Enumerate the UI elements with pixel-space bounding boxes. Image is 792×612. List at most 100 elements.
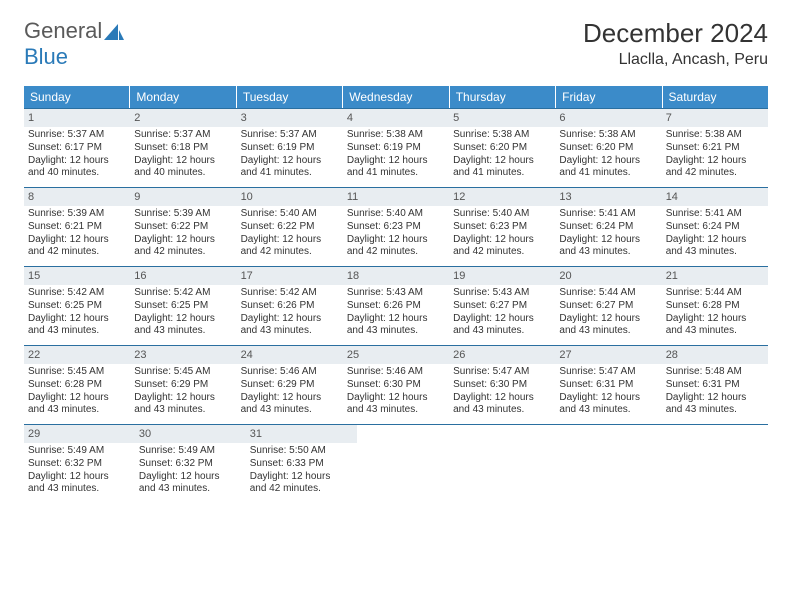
day-info-line: Sunrise: 5:42 AM bbox=[28, 287, 126, 300]
day-info-line: Daylight: 12 hours bbox=[134, 234, 232, 247]
day-info-line: Sunset: 6:32 PM bbox=[139, 458, 242, 471]
weekday-header: Sunday bbox=[24, 86, 130, 108]
day-number: 27 bbox=[555, 346, 661, 364]
day-cell: 3Sunrise: 5:37 AMSunset: 6:19 PMDaylight… bbox=[237, 109, 343, 187]
day-info-line: Daylight: 12 hours bbox=[28, 392, 126, 405]
day-number: 12 bbox=[449, 188, 555, 206]
day-info-line: Sunset: 6:27 PM bbox=[559, 300, 657, 313]
day-info-line: Daylight: 12 hours bbox=[666, 313, 764, 326]
day-info-line: and 43 minutes. bbox=[134, 325, 232, 338]
day-info-line: Sunset: 6:21 PM bbox=[28, 221, 126, 234]
day-number: 24 bbox=[237, 346, 343, 364]
day-info-line: and 42 minutes. bbox=[347, 246, 445, 259]
day-info-line: and 42 minutes. bbox=[453, 246, 551, 259]
location: Llaclla, Ancash, Peru bbox=[583, 51, 768, 69]
day-cell: 14Sunrise: 5:41 AMSunset: 6:24 PMDayligh… bbox=[662, 188, 768, 266]
day-number: 25 bbox=[343, 346, 449, 364]
day-cell: 20Sunrise: 5:44 AMSunset: 6:27 PMDayligh… bbox=[555, 267, 661, 345]
logo-sail-icon bbox=[104, 24, 124, 40]
day-info-line: Daylight: 12 hours bbox=[666, 155, 764, 168]
logo: General Blue bbox=[24, 18, 124, 70]
day-info-line: and 42 minutes. bbox=[134, 246, 232, 259]
day-info-line: Daylight: 12 hours bbox=[559, 155, 657, 168]
day-info-line: Sunset: 6:30 PM bbox=[453, 379, 551, 392]
day-number: 29 bbox=[24, 425, 135, 443]
day-cell: 2Sunrise: 5:37 AMSunset: 6:18 PMDaylight… bbox=[130, 109, 236, 187]
day-info-line: Daylight: 12 hours bbox=[241, 392, 339, 405]
day-info-line: and 43 minutes. bbox=[559, 325, 657, 338]
day-info-line: Sunset: 6:26 PM bbox=[347, 300, 445, 313]
day-info-line: Sunrise: 5:45 AM bbox=[134, 366, 232, 379]
day-cell: 17Sunrise: 5:42 AMSunset: 6:26 PMDayligh… bbox=[237, 267, 343, 345]
day-info-line: Sunrise: 5:41 AM bbox=[559, 208, 657, 221]
day-cell: 21Sunrise: 5:44 AMSunset: 6:28 PMDayligh… bbox=[662, 267, 768, 345]
day-info-line: Sunrise: 5:40 AM bbox=[347, 208, 445, 221]
day-cell: 26Sunrise: 5:47 AMSunset: 6:30 PMDayligh… bbox=[449, 346, 555, 424]
day-number: 8 bbox=[24, 188, 130, 206]
day-cell: 7Sunrise: 5:38 AMSunset: 6:21 PMDaylight… bbox=[662, 109, 768, 187]
day-info-line: Sunset: 6:21 PM bbox=[666, 142, 764, 155]
day-info-line: Sunrise: 5:37 AM bbox=[134, 129, 232, 142]
day-info-line: and 43 minutes. bbox=[241, 404, 339, 417]
day-info-line: Daylight: 12 hours bbox=[559, 392, 657, 405]
day-info-line: Sunrise: 5:41 AM bbox=[666, 208, 764, 221]
day-number: 18 bbox=[343, 267, 449, 285]
day-info-line: Sunset: 6:17 PM bbox=[28, 142, 126, 155]
day-info-line: and 43 minutes. bbox=[453, 404, 551, 417]
day-info-line: Daylight: 12 hours bbox=[453, 392, 551, 405]
day-info-line: Daylight: 12 hours bbox=[347, 155, 445, 168]
day-info-line: Sunrise: 5:38 AM bbox=[559, 129, 657, 142]
day-number: 28 bbox=[662, 346, 768, 364]
empty-day-cell bbox=[562, 425, 665, 503]
day-number: 13 bbox=[555, 188, 661, 206]
empty-day-cell bbox=[665, 425, 768, 503]
day-info-line: Sunset: 6:22 PM bbox=[241, 221, 339, 234]
day-info-line: Daylight: 12 hours bbox=[666, 234, 764, 247]
day-info-line: Daylight: 12 hours bbox=[559, 234, 657, 247]
day-cell: 9Sunrise: 5:39 AMSunset: 6:22 PMDaylight… bbox=[130, 188, 236, 266]
day-info-line: Sunset: 6:29 PM bbox=[241, 379, 339, 392]
weekday-header: Saturday bbox=[663, 86, 768, 108]
day-info-line: Sunset: 6:23 PM bbox=[453, 221, 551, 234]
day-cell: 23Sunrise: 5:45 AMSunset: 6:29 PMDayligh… bbox=[130, 346, 236, 424]
empty-day-cell bbox=[459, 425, 562, 503]
day-cell: 22Sunrise: 5:45 AMSunset: 6:28 PMDayligh… bbox=[24, 346, 130, 424]
day-cell: 13Sunrise: 5:41 AMSunset: 6:24 PMDayligh… bbox=[555, 188, 661, 266]
day-cell: 12Sunrise: 5:40 AMSunset: 6:23 PMDayligh… bbox=[449, 188, 555, 266]
day-info-line: Sunrise: 5:38 AM bbox=[347, 129, 445, 142]
day-number: 26 bbox=[449, 346, 555, 364]
day-info-line: Sunset: 6:28 PM bbox=[666, 300, 764, 313]
day-number: 21 bbox=[662, 267, 768, 285]
day-number: 30 bbox=[135, 425, 246, 443]
day-info-line: Daylight: 12 hours bbox=[28, 313, 126, 326]
day-cell: 27Sunrise: 5:47 AMSunset: 6:31 PMDayligh… bbox=[555, 346, 661, 424]
day-info-line: and 43 minutes. bbox=[453, 325, 551, 338]
day-number: 17 bbox=[237, 267, 343, 285]
day-info-line: Sunrise: 5:49 AM bbox=[139, 445, 242, 458]
day-info-line: Sunset: 6:23 PM bbox=[347, 221, 445, 234]
day-number: 10 bbox=[237, 188, 343, 206]
day-info-line: Sunrise: 5:46 AM bbox=[241, 366, 339, 379]
day-number: 4 bbox=[343, 109, 449, 127]
day-info-line: Sunrise: 5:42 AM bbox=[241, 287, 339, 300]
day-info-line: Sunset: 6:31 PM bbox=[666, 379, 764, 392]
day-number: 31 bbox=[246, 425, 357, 443]
day-info-line: and 43 minutes. bbox=[347, 404, 445, 417]
day-cell: 30 Sunrise: 5:49 AMSunset: 6:32 PMDayligh… bbox=[135, 425, 246, 503]
day-info-line: Sunrise: 5:50 AM bbox=[250, 445, 353, 458]
weekday-header: Monday bbox=[130, 86, 236, 108]
day-info-line: Sunrise: 5:42 AM bbox=[134, 287, 232, 300]
day-info-line: Daylight: 12 hours bbox=[134, 313, 232, 326]
day-cell: 4Sunrise: 5:38 AMSunset: 6:19 PMDaylight… bbox=[343, 109, 449, 187]
day-info-line: Daylight: 12 hours bbox=[347, 392, 445, 405]
day-info-line: Daylight: 12 hours bbox=[139, 471, 242, 484]
day-info-line: Daylight: 12 hours bbox=[241, 313, 339, 326]
day-info-line: Sunrise: 5:39 AM bbox=[134, 208, 232, 221]
day-cell: 5Sunrise: 5:38 AMSunset: 6:20 PMDaylight… bbox=[449, 109, 555, 187]
day-info-line: Sunset: 6:20 PM bbox=[559, 142, 657, 155]
day-cell: 6 Sunrise: 5:38 AMSunset: 6:20 PMDaylight… bbox=[555, 109, 661, 187]
day-cell: 18Sunrise: 5:43 AMSunset: 6:26 PMDayligh… bbox=[343, 267, 449, 345]
day-number: 6 bbox=[555, 109, 661, 127]
day-info-line: Daylight: 12 hours bbox=[347, 313, 445, 326]
day-info-line: Daylight: 12 hours bbox=[453, 155, 551, 168]
